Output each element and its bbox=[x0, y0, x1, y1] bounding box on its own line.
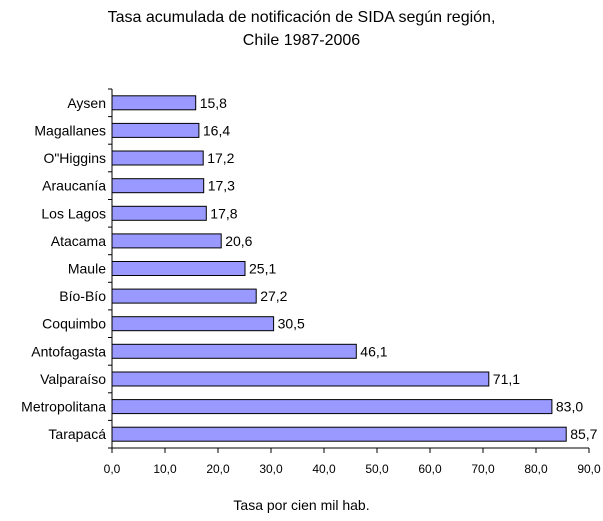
category-label: Valparaíso bbox=[40, 371, 106, 387]
category-label: Coquimbo bbox=[42, 316, 106, 332]
data-label: 17,3 bbox=[208, 178, 235, 194]
data-label: 15,8 bbox=[200, 95, 227, 111]
bar bbox=[111, 205, 207, 221]
bar bbox=[111, 178, 205, 194]
bar bbox=[111, 426, 567, 442]
x-tick-label: 90,0 bbox=[577, 462, 601, 476]
bar bbox=[111, 288, 257, 304]
bar bbox=[111, 95, 197, 111]
x-tick-label: 20,0 bbox=[206, 462, 230, 476]
data-label: 85,7 bbox=[570, 426, 597, 442]
data-label: 83,0 bbox=[556, 399, 583, 415]
category-label: Aysen bbox=[67, 95, 106, 111]
bar bbox=[111, 399, 553, 415]
chart-subtitle: Chile 1987-2006 bbox=[242, 32, 361, 49]
bar bbox=[111, 233, 222, 249]
bar bbox=[111, 150, 204, 166]
category-label: Magallanes bbox=[34, 122, 106, 138]
bar bbox=[111, 343, 357, 359]
bar bbox=[111, 261, 246, 276]
category-label: Araucanía bbox=[42, 178, 106, 194]
data-label: 20,6 bbox=[225, 233, 252, 249]
category-label: Antofagasta bbox=[31, 343, 106, 359]
data-label: 17,8 bbox=[210, 205, 237, 221]
data-label: 16,4 bbox=[203, 122, 230, 138]
bar bbox=[111, 316, 275, 332]
chart-title: Tasa acumulada de notificación de SIDA s… bbox=[107, 9, 496, 26]
bar bbox=[111, 122, 200, 138]
data-label: 46,1 bbox=[360, 343, 387, 359]
chart-title-block: Tasa acumulada de notificación de SIDA s… bbox=[0, 6, 603, 52]
x-tick-label: 40,0 bbox=[312, 462, 336, 476]
data-label: 27,2 bbox=[260, 288, 287, 304]
x-tick-label: 80,0 bbox=[524, 462, 548, 476]
category-label: Atacama bbox=[51, 233, 106, 249]
category-label: Maule bbox=[68, 261, 106, 277]
data-label: 25,1 bbox=[249, 261, 276, 277]
category-label: Bío-Bío bbox=[59, 288, 106, 304]
category-label: O"Higgins bbox=[43, 150, 106, 166]
data-label: 17,2 bbox=[207, 150, 234, 166]
data-label: 71,1 bbox=[493, 371, 520, 387]
x-axis-title: Tasa por cien mil hab. bbox=[233, 497, 370, 513]
category-label: Los Lagos bbox=[41, 205, 106, 221]
x-tick-label: 70,0 bbox=[471, 462, 495, 476]
x-tick-label: 50,0 bbox=[365, 462, 389, 476]
category-label: Metropolitana bbox=[21, 399, 106, 415]
x-tick-label: 60,0 bbox=[418, 462, 442, 476]
x-tick-label: 30,0 bbox=[259, 462, 283, 476]
data-label: 30,5 bbox=[278, 316, 305, 332]
x-tick-label: 0,0 bbox=[104, 462, 121, 476]
category-label: Tarapacá bbox=[48, 426, 106, 442]
bar bbox=[111, 371, 490, 387]
x-tick-label: 10,0 bbox=[153, 462, 177, 476]
